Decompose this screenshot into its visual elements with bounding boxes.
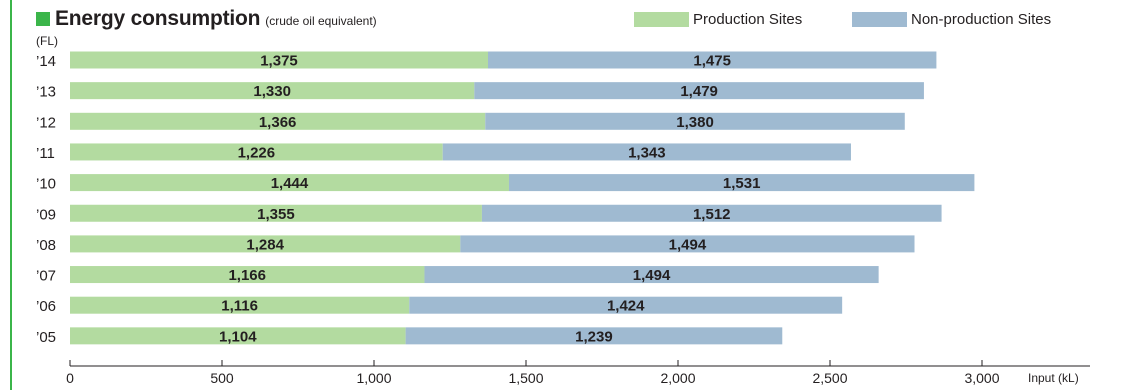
left-accent-border [10,0,12,390]
bar-non-production [460,235,915,253]
y-tick-label: ’07 [36,268,56,285]
y-tick-label: ’14 [36,53,56,70]
x-tick-label: 2,500 [812,370,847,386]
x-tick-label: 1,000 [356,370,391,386]
legend-label-non-production: Non-production Sites [911,11,1052,28]
legend-swatch-non-production [852,12,907,27]
bar-production [70,82,475,100]
bar-non-production [508,174,975,192]
y-axis-label: (FL) [36,34,58,48]
bar-production [70,51,488,69]
bar-production [70,296,410,314]
bar-non-production [442,143,851,161]
bar-production [70,266,425,284]
title-marker-icon [36,12,50,26]
bar-production [70,235,461,253]
bar-production [70,204,482,222]
bar-production [70,327,406,345]
bar-non-production [481,204,942,222]
bar-non-production [424,266,879,284]
y-tick-label: ’11 [36,145,55,162]
x-tick-label: 1,500 [508,370,543,386]
bar-non-production [488,51,937,69]
y-tick-label: ’05 [36,329,56,346]
x-tick-label: 500 [210,370,234,386]
x-tick-label: 2,000 [660,370,695,386]
legend-label-production: Production Sites [693,11,803,28]
bar-production [70,112,486,130]
data-label-non-production: 1,380 [676,114,714,131]
data-label-production: 1,330 [253,83,291,100]
y-tick-label: ’10 [36,176,56,193]
data-label-production: 1,284 [246,236,284,253]
chart-title: Energy consumption [55,7,261,30]
data-label-production: 1,366 [259,114,297,131]
data-label-production: 1,444 [271,175,309,192]
bar-production [70,174,509,192]
y-tick-label: ’13 [36,84,56,101]
x-tick-label: 0 [66,370,74,386]
data-label-non-production: 1,239 [575,328,613,345]
data-label-production: 1,226 [238,144,276,161]
data-label-non-production: 1,512 [693,206,731,223]
data-label-non-production: 1,424 [607,298,645,315]
bar-production [70,143,443,161]
data-label-non-production: 1,343 [628,144,666,161]
data-label-non-production: 1,494 [669,236,707,253]
data-label-non-production: 1,475 [693,53,731,70]
chart-title-block: Energy consumption (crude oil equivalent… [36,7,377,31]
y-tick-label: ’08 [36,237,56,254]
chart-subtitle: (crude oil equivalent) [265,14,377,28]
data-label-production: 1,375 [260,53,298,70]
data-label-production: 1,166 [228,267,266,284]
data-label-non-production: 1,531 [723,175,761,192]
bar-non-production [474,82,924,100]
x-axis-label: Input (kL) [1028,371,1079,385]
y-tick-label: ’12 [36,114,56,131]
data-label-non-production: 1,494 [633,267,671,284]
x-tick-label: 3,000 [964,370,999,386]
bar-non-production [405,327,783,345]
data-label-non-production: 1,479 [680,83,718,100]
legend-item-production: Production Sites [634,11,802,28]
data-label-production: 1,104 [219,328,257,345]
legend-swatch-production [634,12,689,27]
y-tick-label: ’09 [36,206,56,223]
legend-item-non-production: Non-production Sites [852,11,1051,28]
data-label-production: 1,355 [257,206,295,223]
data-label-production: 1,116 [221,298,258,315]
y-tick-label: ’06 [36,298,56,315]
bar-non-production [485,112,905,130]
bar-non-production [409,296,843,314]
